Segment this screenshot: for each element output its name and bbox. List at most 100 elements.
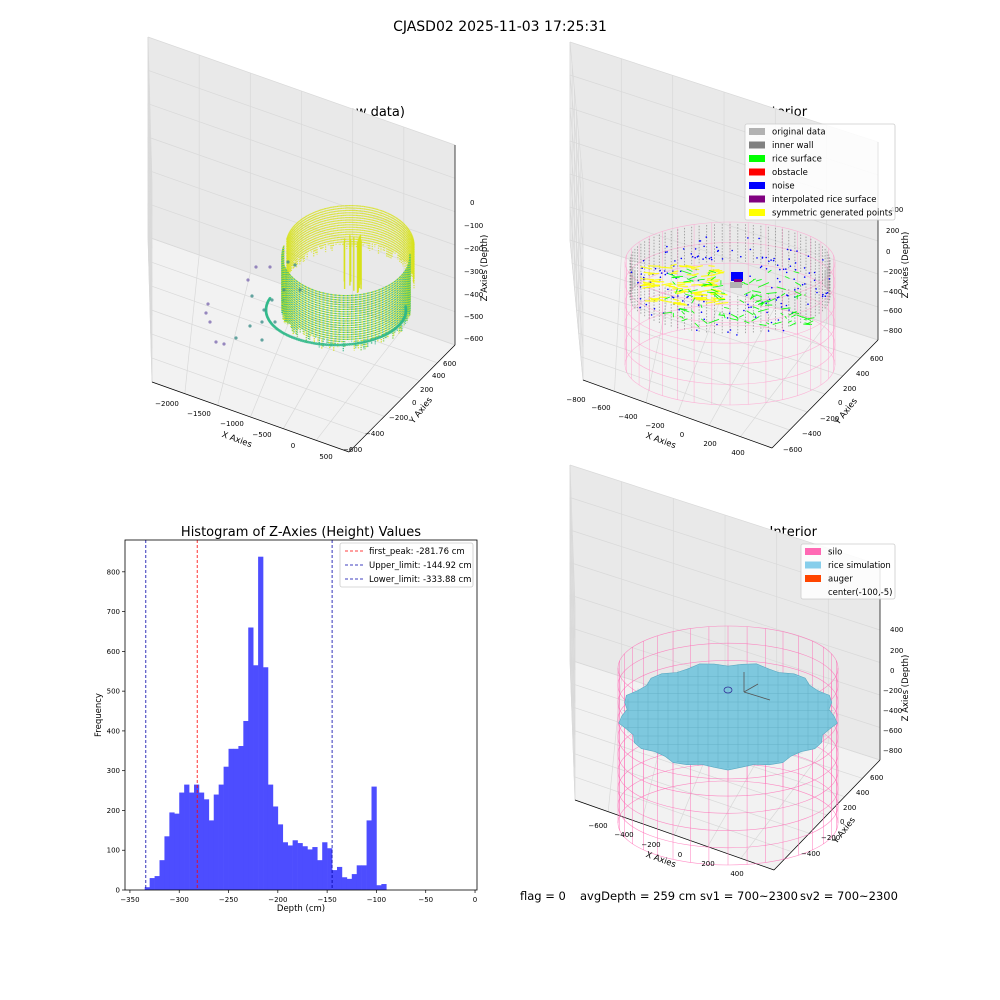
noise-point [824,295,827,298]
grid-line [569,41,584,183]
rice-surface-stroke [735,315,739,320]
noise-point [690,253,693,255]
histogram-vlines [145,540,333,890]
floor-pane [148,237,455,452]
footer-flag: flag = 0 [520,889,566,903]
noise-point [825,292,828,295]
outlier-point [262,308,266,312]
noise-point [726,317,729,319]
center-marker [723,686,733,694]
panel-simulation: 3D simulation of Silo Interior −600 −400… [569,464,911,878]
outlier-point [246,278,250,282]
legend-swatch [749,209,765,216]
noise-point [779,268,781,271]
rice-surface-stroke [690,310,695,314]
grid-line [147,70,153,216]
noise-point [754,316,757,318]
noise-cluster [731,272,743,281]
histogram-bar [228,748,234,890]
histogram-bar [381,884,387,890]
legend-label: original data [772,128,826,138]
y-tick: −400 [801,850,820,858]
z-tick: −400 [464,291,483,299]
legend-label: obstacle [772,168,808,178]
histogram-bar [144,887,150,890]
classify-points [629,224,831,336]
z-tick: 0 [886,248,890,256]
noise-point [674,260,676,262]
outlier-point [268,265,272,269]
rice-surface-stroke [804,294,806,296]
rice-surface-stroke [681,310,685,315]
y-tick: 200 [843,385,856,393]
legend-label: noise [772,182,795,192]
noise-point [630,271,633,274]
rice-surface-stroke [712,284,724,288]
legend-label: rice surface [772,155,822,165]
raw-data-x-ticks: −2000 −1500 −1000 −500 0 500 [155,400,333,461]
classify-legend: original data inner wall rice surface ob… [744,123,896,221]
symmetric-point-stroke [715,292,728,296]
x-tick: 400 [730,870,743,878]
simulation-y-ticks: −400 −200 0 200 400 600 [801,774,883,858]
rice-surface-stroke [687,289,698,293]
histogram-bar [218,784,224,890]
x-tick: −1000 [220,420,244,428]
outlier-point [214,340,218,344]
legend-swatch [749,168,765,176]
simulation-x-ticks: −600 −400 −200 0 200 400 [588,822,743,878]
symmetric-point-stroke [676,303,688,306]
histogram-bar [287,845,293,890]
panel-histogram: Histogram of Z-Axies (Height) Values −35… [94,525,478,914]
noise-point [743,309,745,312]
legend-label: Upper_limit: -144.92 cm [369,561,472,571]
rice-surface-stroke [766,298,776,303]
noise-point [642,259,645,262]
rice-surface-stroke [780,312,784,316]
grid-line [569,497,576,638]
noise-point [727,331,729,333]
y-tick-label: 600 [107,648,120,656]
legend-swatch [805,575,821,582]
outlier-point [293,263,297,267]
point [344,343,347,347]
histogram-bar [322,842,328,890]
symmetric-point-stroke [660,299,672,303]
rice-surface-stroke [700,304,703,309]
noise-point [775,299,778,301]
raw-data-z-label: Z Axies (Depth) [480,235,490,302]
y-tick: 600 [443,360,456,368]
symmetric-point-stroke [690,268,700,271]
noise-point [728,312,731,315]
noise-point [796,250,798,252]
rice-surface-stroke [680,270,692,275]
rice-surface-stroke [708,270,717,274]
noise-point [708,257,711,260]
rice-surface-stroke [755,294,763,298]
point [268,296,272,300]
histogram-bar [169,812,175,890]
rice-surface-stroke [751,316,760,322]
point [323,343,326,346]
panel-classify: 3D classify of Silo Interior −800 −600 −… [566,41,911,457]
rice-surface-stroke [793,271,800,274]
point [339,343,343,347]
noise-point [639,298,642,300]
noise-point [826,291,829,294]
noise-point [813,271,816,274]
outlier-point [222,342,226,346]
rice-surface-stroke [718,299,726,301]
noise-point [731,249,733,252]
noise-point [710,256,712,259]
symmetric-point-stroke [701,274,716,277]
rice-surface-stroke [749,295,755,300]
histogram-bar [154,876,160,890]
noise-point [813,279,816,282]
x-tick: −200 [641,841,660,849]
histogram-bar [223,766,229,890]
rice-surface-stroke [757,308,769,313]
symmetric-point-stroke [709,280,719,284]
x-tick-label: −250 [219,896,238,904]
x-tick: −600 [588,822,607,830]
